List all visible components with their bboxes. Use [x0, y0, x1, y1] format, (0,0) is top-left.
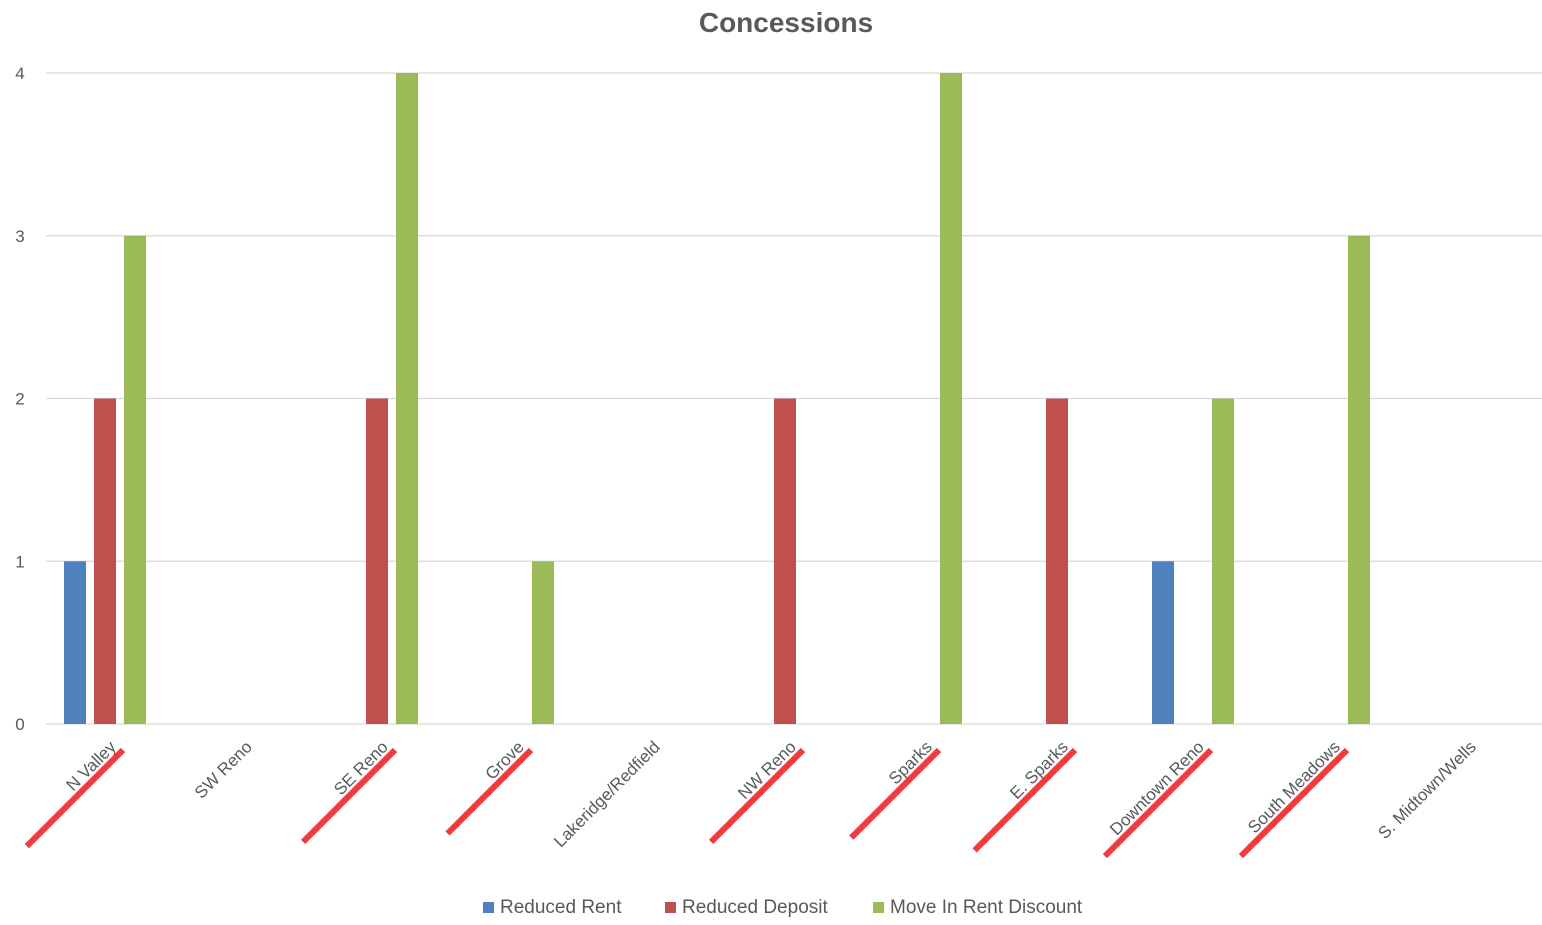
y-tick-label: 3: [15, 227, 24, 246]
bar-reduced-deposit-n-valley: [94, 399, 116, 725]
x-category-label: SE Reno: [330, 737, 392, 799]
legend-label-move-in-rent-discount: Move In Rent Discount: [890, 897, 1083, 918]
strikethrough-downtown-reno: [1105, 750, 1211, 856]
legend-swatch-reduced-rent: [483, 902, 494, 913]
y-tick-label: 1: [15, 552, 24, 571]
bar-move-in-rent-discount-n-valley: [124, 236, 146, 724]
bar-move-in-rent-discount-grove: [532, 561, 554, 724]
x-category-label: N Valley: [63, 737, 121, 795]
strikethrough-n-valley: [27, 750, 123, 846]
legend-swatch-move-in-rent-discount: [873, 902, 884, 913]
bar-reduced-deposit-se-reno: [366, 399, 388, 725]
x-category-label: SW Reno: [191, 737, 256, 802]
legend-label-reduced-rent: Reduced Rent: [500, 897, 622, 918]
x-category-label: S. Midtown/Wells: [1374, 737, 1479, 842]
y-tick-label: 4: [15, 64, 24, 83]
bar-reduced-deposit-e-sparks: [1046, 399, 1068, 725]
chart-title: Concessions: [699, 7, 873, 38]
y-tick-label: 0: [15, 715, 24, 734]
bar-move-in-rent-discount-downtown-reno: [1212, 399, 1234, 725]
bar-move-in-rent-discount-sparks: [940, 73, 962, 724]
strikethrough-se-reno: [303, 750, 395, 842]
legend-swatch-reduced-deposit: [665, 902, 676, 913]
y-tick-label: 2: [15, 390, 24, 409]
y-axis-ticks: 0 1 2 3 4: [15, 64, 24, 734]
bar-move-in-rent-discount-south-meadows: [1348, 236, 1370, 724]
legend-item-reduced-rent: Reduced Rent: [483, 897, 622, 918]
strikethrough-sparks: [851, 750, 939, 838]
x-category-label: Downtown Reno: [1106, 737, 1208, 839]
x-category-label: Lakeridge/Redfield: [550, 737, 664, 851]
strikethrough-nw-reno: [711, 750, 803, 842]
bar-move-in-rent-discount-se-reno: [396, 73, 418, 724]
x-category-label: NW Reno: [734, 737, 800, 803]
x-category-label: E. Sparks: [1006, 737, 1072, 803]
strikethrough-south-meadows: [1241, 750, 1347, 856]
strikethrough-e-sparks: [975, 750, 1075, 850]
bar-reduced-rent-downtown-reno: [1152, 561, 1174, 724]
bar-reduced-deposit-nw-reno: [774, 399, 796, 725]
legend: Reduced Rent Reduced Deposit Move In Rent …: [483, 897, 1083, 918]
legend-label-reduced-deposit: Reduced Deposit: [682, 897, 828, 918]
x-category-label: South Meadows: [1244, 737, 1344, 837]
bar-reduced-rent-n-valley: [64, 561, 86, 724]
legend-item-move-in-rent-discount: Move In Rent Discount: [873, 897, 1083, 918]
legend-item-reduced-deposit: Reduced Deposit: [665, 897, 828, 918]
